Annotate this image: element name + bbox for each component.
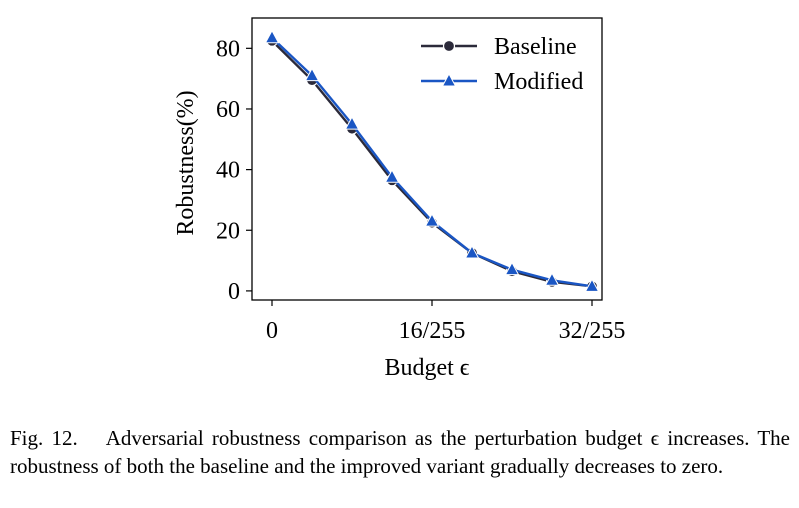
modified-point <box>384 169 400 183</box>
x-tick-label: 32/255 <box>559 318 626 344</box>
modified-point <box>304 67 320 82</box>
modified-point <box>544 272 560 286</box>
y-tick-label: 40 <box>216 158 240 184</box>
legend-modified-marker <box>441 72 457 87</box>
x-tick-label: 16/255 <box>399 318 466 344</box>
x-tick-label: 0 <box>266 318 278 344</box>
x-axis-label: Budget ϵ <box>384 355 469 381</box>
legend-baseline-label: Baseline <box>494 34 577 60</box>
legend: Baseline Modified <box>421 34 583 95</box>
legend-baseline-marker <box>442 39 456 53</box>
y-tick-label: 20 <box>216 218 240 244</box>
modified-point <box>504 261 520 276</box>
modified-point <box>584 278 600 292</box>
legend-modified-label: Modified <box>494 69 583 95</box>
modified-series <box>264 29 600 292</box>
figure-caption: Fig. 12. Adversarial robustness compariso… <box>10 424 790 480</box>
modified-point <box>464 244 480 259</box>
caption-label: Fig. 12. <box>10 426 78 450</box>
plot-frame <box>251 17 603 301</box>
modified-point <box>344 116 360 130</box>
modified-point <box>424 213 440 227</box>
y-tick-label: 60 <box>216 97 240 123</box>
y-tick-label: 0 <box>228 279 240 305</box>
modified-point <box>264 29 280 44</box>
y-tick-label: 80 <box>216 36 240 62</box>
caption-text: Adversarial robustness comparison as the… <box>10 426 790 478</box>
y-axis-label: Robustness(%) <box>173 90 199 235</box>
